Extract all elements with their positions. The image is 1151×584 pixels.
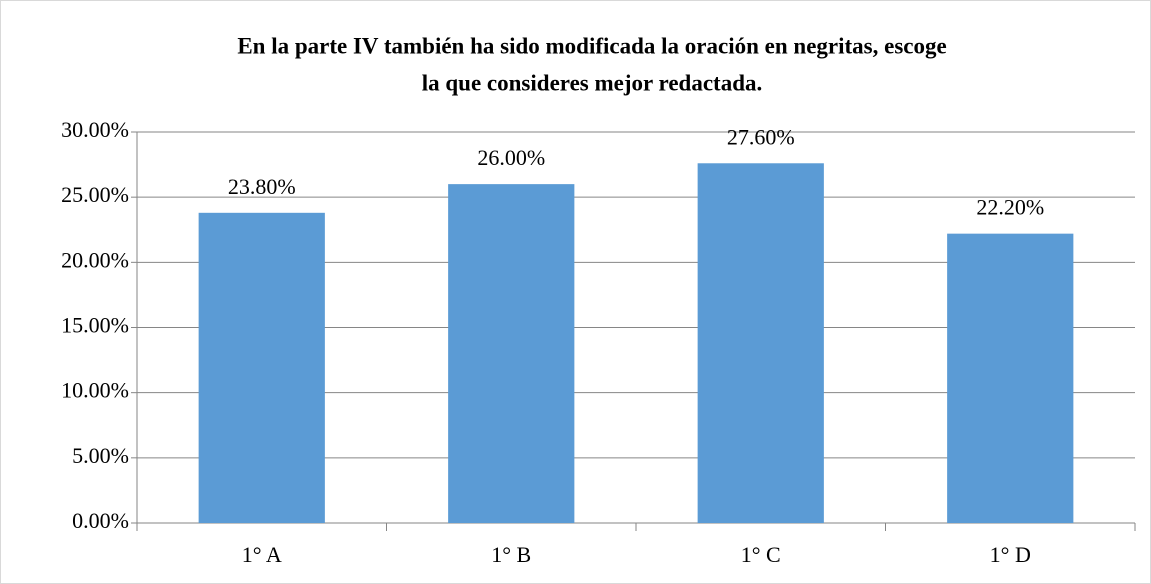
- y-tick-label: 25.00%: [61, 182, 129, 207]
- data-label: 23.80%: [228, 174, 296, 199]
- y-tick-label: 15.00%: [61, 313, 129, 338]
- bar: [697, 163, 824, 523]
- y-tick-label: 0.00%: [72, 508, 129, 533]
- data-label: 26.00%: [477, 145, 545, 170]
- x-tick-label: 1° A: [242, 542, 282, 567]
- chart-title: la que consideres mejor redactada.: [422, 70, 763, 95]
- x-tick-label: 1° C: [741, 542, 781, 567]
- bar: [947, 233, 1074, 523]
- chart-title: En la parte IV también ha sido modificad…: [237, 33, 946, 58]
- x-tick-label: 1° D: [990, 542, 1031, 567]
- y-tick-label: 20.00%: [61, 247, 129, 272]
- data-label: 22.20%: [976, 195, 1044, 220]
- y-tick-label: 30.00%: [61, 117, 129, 142]
- y-tick-label: 5.00%: [72, 443, 129, 468]
- bar: [448, 184, 575, 523]
- bar: [198, 212, 325, 523]
- x-tick-label: 1° B: [491, 542, 531, 567]
- data-label: 27.60%: [727, 124, 795, 149]
- y-tick-label: 10.00%: [61, 378, 129, 403]
